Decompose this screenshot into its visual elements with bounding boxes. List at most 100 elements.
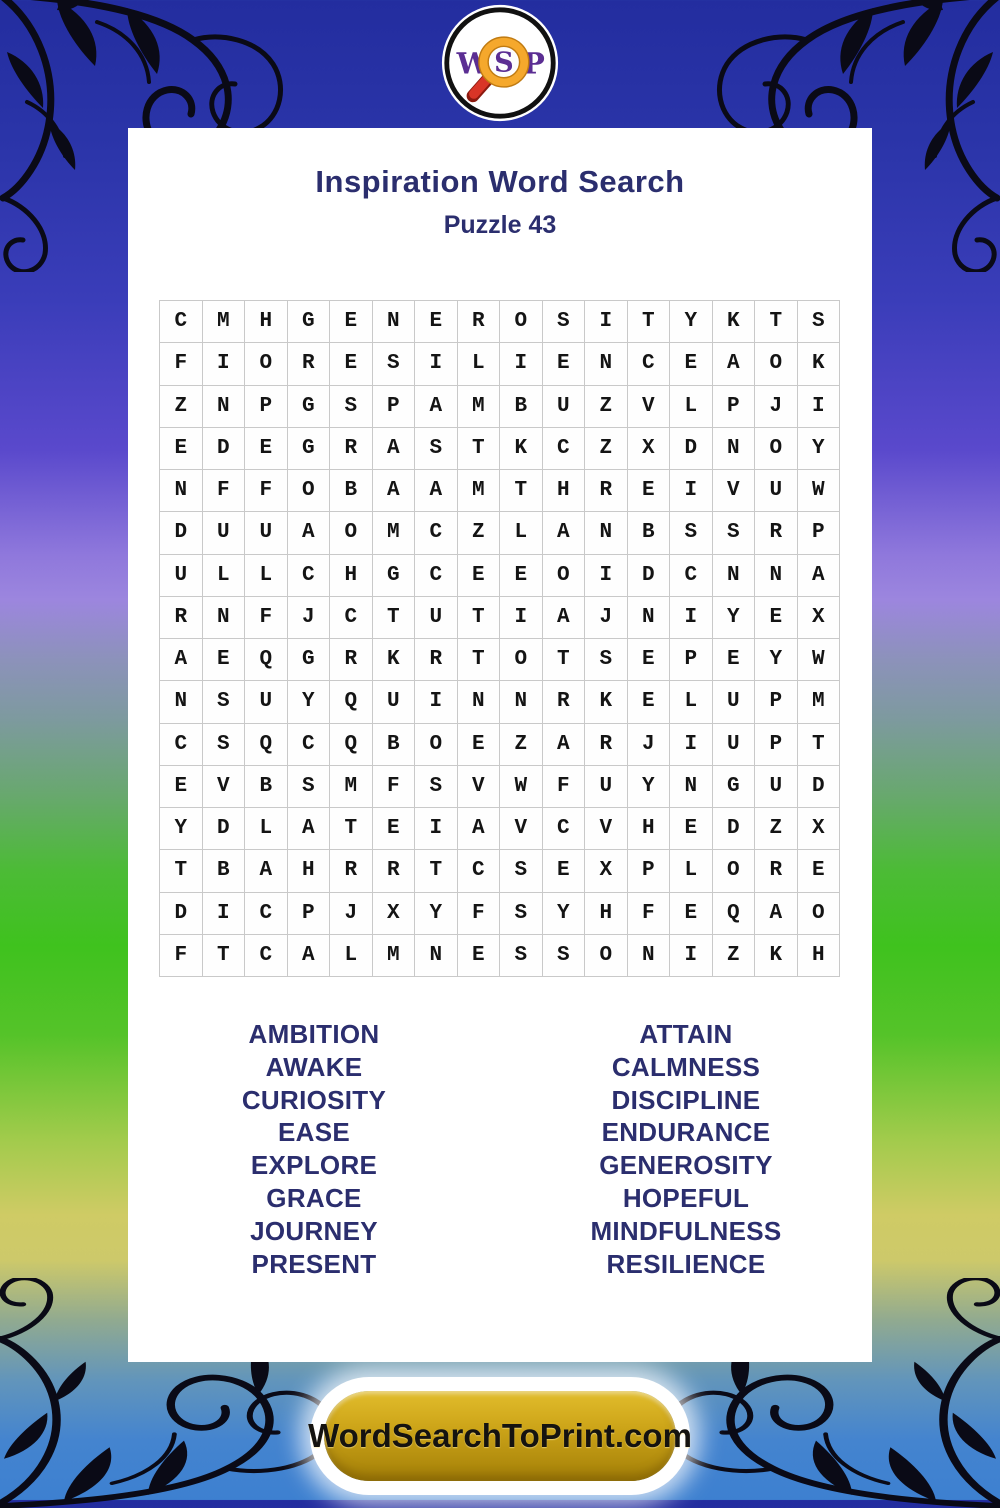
grid-cell: F xyxy=(244,595,288,640)
grid-cell: I xyxy=(414,342,458,386)
grid-cell: T xyxy=(329,806,373,851)
grid-cell: X xyxy=(371,891,415,935)
grid-cell: P xyxy=(244,384,288,428)
grid-cell: L xyxy=(329,933,373,978)
grid-cell: S xyxy=(286,764,330,809)
grid-cell: I xyxy=(669,722,713,766)
grid-cell: M xyxy=(456,384,500,428)
grid-cell: S xyxy=(371,342,415,386)
grid-cell: E xyxy=(414,299,458,344)
grid-cell: S xyxy=(711,511,755,555)
grid-cell: K xyxy=(584,680,628,724)
grid-cell: S xyxy=(201,680,245,724)
grid-cell: V xyxy=(584,806,628,851)
grid-cell: K xyxy=(711,299,755,344)
grid-cell: K xyxy=(796,342,840,386)
grid-cell: N xyxy=(584,511,628,555)
grid-cell: N xyxy=(159,680,203,724)
corner-flourish-bottom-left-icon xyxy=(0,1278,352,1508)
grid-cell: K xyxy=(499,426,543,471)
word-item: EXPLORE xyxy=(250,1150,378,1181)
grid-cell: M xyxy=(329,764,373,809)
word-item: CALMNESS xyxy=(611,1051,761,1082)
grid-cell: H xyxy=(626,806,670,851)
grid-cell: D xyxy=(711,806,755,851)
grid-cell: L xyxy=(669,384,713,428)
grid-cell: N xyxy=(626,595,670,640)
grid-cell: G xyxy=(286,426,330,471)
grid-cell: S xyxy=(329,384,373,428)
grid-cell: N xyxy=(711,553,755,597)
grid-cell: W xyxy=(796,637,840,682)
grid-cell: A xyxy=(456,806,500,851)
grid-cell: E xyxy=(456,722,500,766)
grid-cell: J xyxy=(584,595,628,640)
grid-cell: Z xyxy=(711,933,755,978)
grid-cell: Y xyxy=(286,680,330,724)
grid-cell: E xyxy=(201,637,245,682)
word-item: AWAKE xyxy=(265,1051,363,1082)
site-link-button[interactable]: WordSearchToPrint.com xyxy=(308,1391,692,1481)
grid-cell: P xyxy=(669,637,713,682)
grid-cell: S xyxy=(499,933,543,978)
grid-cell: S xyxy=(796,299,840,344)
grid-cell: K xyxy=(754,933,798,978)
grid-cell: W xyxy=(499,764,543,809)
grid-cell: A xyxy=(414,468,458,513)
grid-cell: V xyxy=(499,806,543,851)
word-list: AMBITION AWAKE CURIOSITY EASE EXPLORE GRACE JO… xyxy=(128,1018,872,1280)
grid-cell: A xyxy=(541,511,585,555)
grid-cell: F xyxy=(201,468,245,513)
grid-cell: C xyxy=(414,553,458,597)
grid-cell: D xyxy=(201,806,245,851)
grid-cell: A xyxy=(286,933,330,978)
word-item: JOURNEY xyxy=(250,1215,378,1246)
grid-cell: S xyxy=(414,426,458,471)
magnifier-icon xyxy=(466,36,530,103)
grid-cell: O xyxy=(414,722,458,766)
grid-cell: Y xyxy=(754,637,798,682)
grid-cell: D xyxy=(201,426,245,471)
grid-cell: T xyxy=(456,595,500,640)
grid-cell: P xyxy=(796,511,840,555)
grid-cell: T xyxy=(159,849,203,893)
grid-cell: Z xyxy=(584,384,628,428)
grid-cell: B xyxy=(626,511,670,555)
grid-cell: T xyxy=(499,468,543,513)
grid-cell: C xyxy=(286,553,330,597)
word-item: PRESENT xyxy=(251,1248,377,1279)
grid-cell: M xyxy=(796,680,840,724)
grid-cell: E xyxy=(499,553,543,597)
grid-cell: T xyxy=(626,299,670,344)
grid-cell: N xyxy=(371,299,415,344)
grid-cell: R xyxy=(371,849,415,893)
grid-cell: A xyxy=(371,468,415,513)
grid-cell: E xyxy=(754,595,798,640)
grid-cell: D xyxy=(626,553,670,597)
grid-cell: E xyxy=(669,342,713,386)
grid-cell: E xyxy=(796,849,840,893)
word-item: GRACE xyxy=(266,1182,362,1213)
grid-cell: N xyxy=(201,595,245,640)
grid-cell: I xyxy=(796,384,840,428)
grid-cell: O xyxy=(499,637,543,682)
grid-cell: Y xyxy=(541,891,585,935)
grid-cell: P xyxy=(286,891,330,935)
grid-cell: E xyxy=(159,764,203,809)
grid-cell: T xyxy=(796,722,840,766)
grid-cell: T xyxy=(456,637,500,682)
grid-cell: C xyxy=(669,553,713,597)
grid-cell: I xyxy=(201,342,245,386)
grid-cell: A xyxy=(244,849,288,893)
grid-cell: N xyxy=(584,342,628,386)
grid-cell: O xyxy=(244,342,288,386)
grid-cell: F xyxy=(159,933,203,978)
grid-cell: O xyxy=(754,426,798,471)
